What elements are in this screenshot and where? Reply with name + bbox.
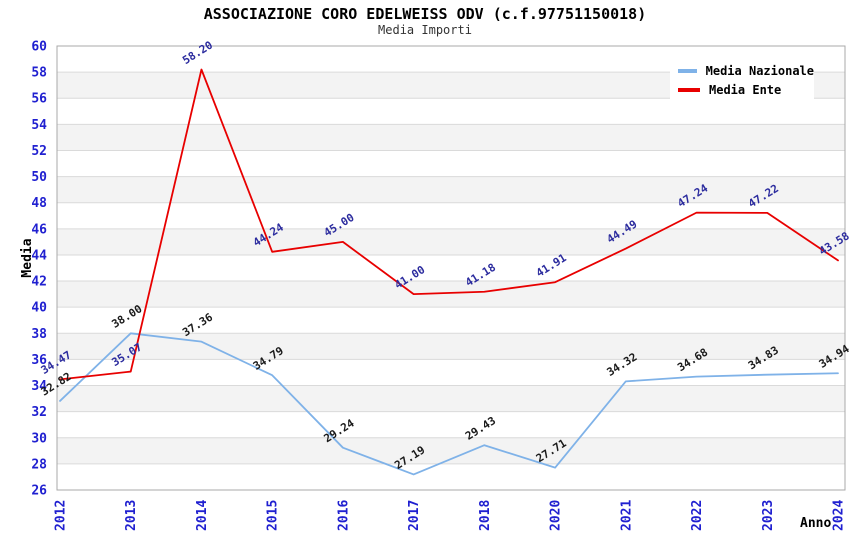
y-tick-label: 44 — [31, 248, 47, 263]
x-tick-label: 2024 — [832, 500, 847, 531]
plot-area: 26 28 30 32 34 36 38 40 42 44 46 48 50 52 54 56 58 60 2012… — [31, 38, 850, 531]
x-axis-title: Anno — [800, 516, 831, 531]
legend-label-media-ente: Media Ente — [709, 83, 782, 98]
legend-swatch-media-ente-icon — [678, 88, 700, 93]
y-tick-label: 42 — [31, 275, 47, 290]
plot-frame — [56, 45, 846, 491]
x-tick-label: 2014 — [195, 500, 210, 531]
y-tick-label: 38 — [31, 327, 47, 342]
plot-band — [57, 385, 845, 412]
y-tick-label: 46 — [31, 222, 47, 237]
x-tick-label: 2021 — [619, 500, 634, 531]
legend-item-media-nazionale: Media Nazionale — [678, 65, 814, 77]
series-line — [59, 332, 839, 476]
y-axis-title: Media — [20, 238, 35, 277]
x-tick-label: 2018 — [478, 500, 493, 531]
x-tick-label: 2016 — [336, 500, 351, 531]
legend-swatch-media-nazionale-icon — [678, 68, 697, 73]
legend-label-media-nazionale: Media Nazionale — [705, 63, 814, 78]
y-tick-label: 28 — [31, 457, 47, 472]
y-tick-label: 36 — [31, 353, 47, 368]
point-label: 58.20 — [180, 38, 215, 67]
y-tick-label: 60 — [31, 40, 47, 55]
y-tick-label: 50 — [31, 170, 47, 185]
plot-band — [57, 176, 845, 203]
x-tick-label: 2012 — [54, 500, 69, 531]
x-tick-label: 2023 — [761, 500, 776, 531]
y-tick-label: 30 — [31, 431, 47, 446]
y-tick-label: 56 — [31, 92, 47, 107]
chart-title: ASSOCIAZIONE CORO EDELWEISS ODV (c.f.977… — [204, 5, 647, 23]
x-tick-label: 2020 — [549, 500, 564, 531]
plot-band — [57, 124, 845, 151]
x-tick-label: 2015 — [266, 500, 281, 531]
y-tick-label: 54 — [31, 118, 47, 133]
plot-band — [57, 281, 845, 308]
x-tick-label: 2017 — [407, 500, 422, 531]
y-tick-label: 48 — [31, 196, 47, 211]
plot-band — [57, 228, 845, 255]
legend: Media Nazionale Media Ente — [670, 57, 814, 104]
plot-band — [57, 333, 845, 360]
x-tick-label: 2013 — [124, 500, 139, 531]
legend-item-media-ente: Media Ente — [678, 84, 814, 96]
y-tick-label: 40 — [31, 301, 47, 316]
y-tick-label: 52 — [31, 144, 47, 159]
y-tick-label: 34 — [31, 379, 47, 394]
y-tick-label: 58 — [31, 66, 47, 81]
chart-subtitle: Media Importi — [378, 23, 472, 37]
x-tick-label: 2022 — [690, 500, 705, 531]
y-tick-label: 32 — [31, 405, 47, 420]
series-line — [59, 68, 839, 381]
y-tick-label: 26 — [31, 484, 47, 499]
